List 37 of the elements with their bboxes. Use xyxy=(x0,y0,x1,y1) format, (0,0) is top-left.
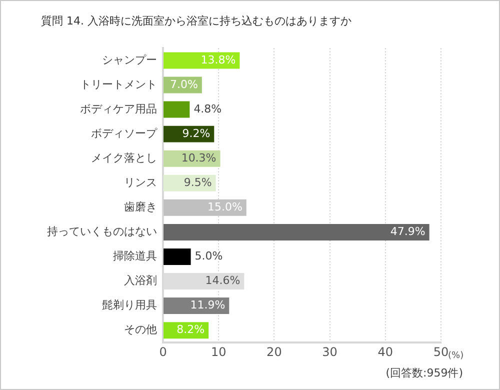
data-label: 9.5% xyxy=(184,176,212,189)
y-tick-label: 持っていくものはない xyxy=(47,225,157,238)
x-axis-title: (%) xyxy=(448,350,464,361)
bar xyxy=(164,224,430,240)
data-label: 5.0% xyxy=(194,250,223,263)
bar xyxy=(164,248,191,265)
data-label: 10.3% xyxy=(181,151,216,164)
y-tick-label: ボディソープ xyxy=(91,126,158,140)
y-tick-label: リンス xyxy=(124,176,157,189)
data-label: 15.0% xyxy=(207,200,242,214)
data-label: 14.6% xyxy=(205,274,240,288)
chart-title: 質問 14. 入浴時に洗面室から浴室に持ち込むものはありますか xyxy=(41,14,352,28)
text: (回答数:959件) xyxy=(386,366,463,380)
data-label: 7.0% xyxy=(170,78,198,91)
x-tick-label: 20 xyxy=(266,344,282,359)
data-label: 13.8% xyxy=(200,53,236,66)
x-tick-label: 0 xyxy=(159,344,167,359)
y-tick-label: その他 xyxy=(124,323,157,336)
x-tick-label: 30 xyxy=(322,344,338,359)
data-label: 11.9% xyxy=(190,298,226,312)
data-label: 4.8% xyxy=(194,102,222,116)
y-tick-label: 掃除道具 xyxy=(113,250,157,263)
data-label: 8.2% xyxy=(176,323,205,336)
x-tick-label: 40 xyxy=(378,344,394,359)
y-tick-label: メイク落とし xyxy=(91,151,157,164)
y-tick-label: トリートメント xyxy=(80,78,157,91)
x-tick-label: 50 xyxy=(433,344,449,359)
bar xyxy=(164,101,190,118)
y-tick-label: 髭剃り用具 xyxy=(102,298,157,312)
y-tick-label: ボディケア用品 xyxy=(80,102,157,116)
data-label: 9.2% xyxy=(182,126,210,140)
x-tick-label: 10 xyxy=(210,344,226,359)
y-tick-label: 入浴剤 xyxy=(124,274,157,288)
data-label: 47.9% xyxy=(390,225,426,238)
y-tick-label: 歯磨き xyxy=(124,200,157,214)
y-tick-label: シャンプー xyxy=(102,53,157,66)
bar xyxy=(164,52,240,69)
